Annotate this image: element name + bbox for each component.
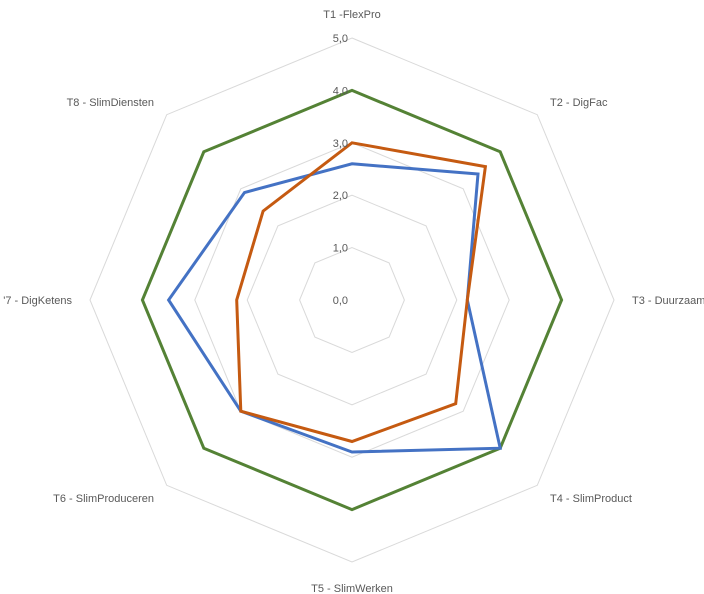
category-label: '7 - DigKetens [3, 295, 72, 307]
tick-label: 5,0 [333, 33, 348, 45]
series-line-1 [140, 88, 564, 512]
category-label: T8 - SlimDiensten [67, 97, 154, 109]
category-label: T2 - DigFac [550, 97, 608, 109]
gridline-ring [299, 247, 405, 353]
series-layer [140, 88, 564, 512]
tick-labels: 0,0 1,0 2,0 3,0 4,0 5,0 [333, 33, 348, 307]
tick-label: 4,0 [333, 85, 348, 97]
tick-label: 0,0 [333, 295, 348, 307]
series-line-2 [166, 162, 503, 454]
category-label: T4 - SlimProduct [550, 493, 632, 505]
category-label: T1 -FlexPro [323, 9, 380, 21]
tick-label: 2,0 [333, 190, 348, 202]
axis-labels: T1 -FlexPro T2 - DigFac T3 - Duurzaam T4 - … [3, 9, 704, 594]
series-line-3 [235, 141, 488, 444]
category-label: T3 - Duurzaam [632, 295, 704, 307]
gridline-ring [89, 37, 615, 563]
tick-label: 1,0 [333, 243, 348, 255]
tick-label: 3,0 [333, 138, 348, 150]
category-label: T6 - SlimProduceren [53, 493, 154, 505]
gridline-ring [246, 194, 458, 406]
category-label: T5 - SlimWerken [311, 583, 393, 594]
